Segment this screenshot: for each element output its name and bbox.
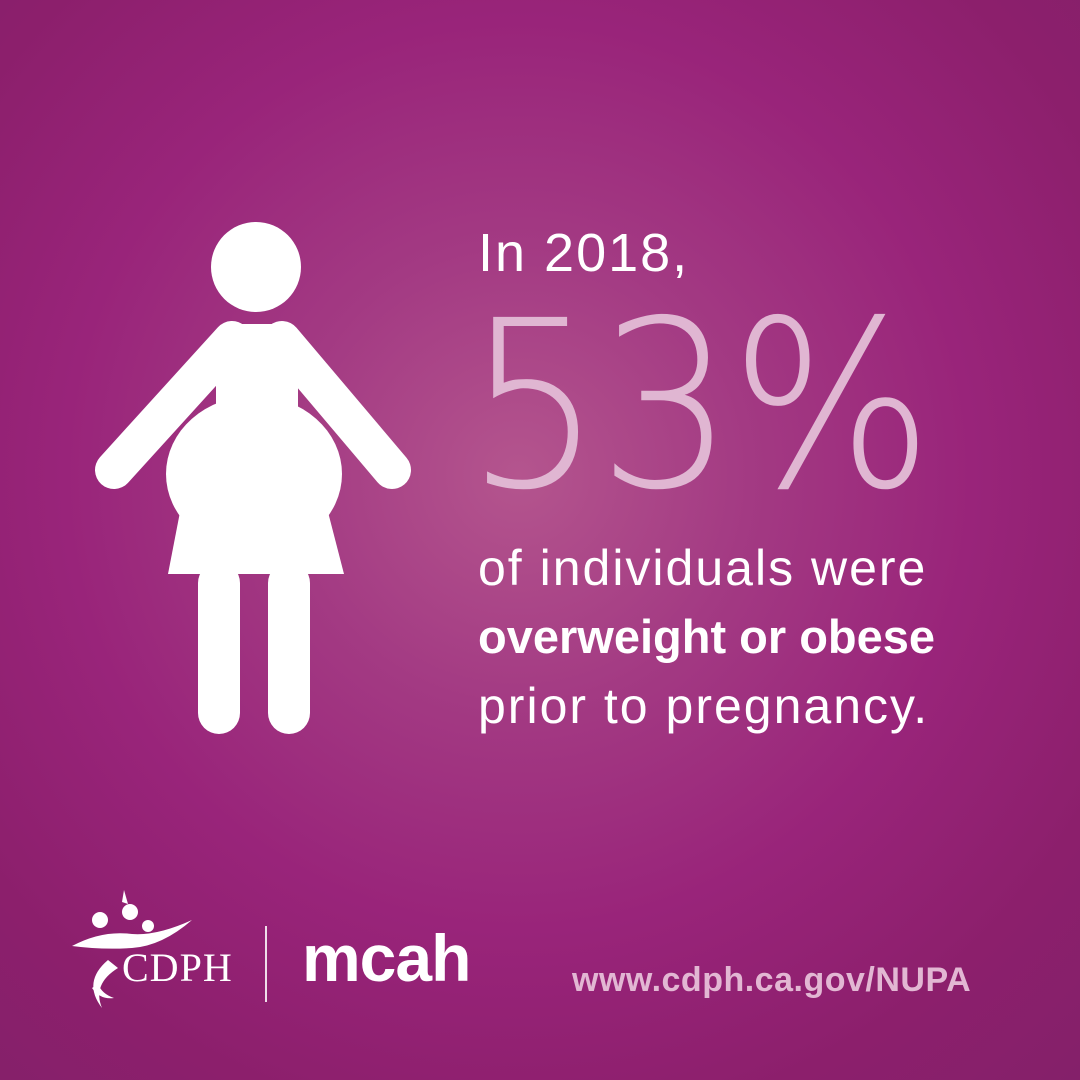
description-line-1: of individuals were [478,540,928,596]
intro-text: In 2018, [478,223,690,283]
stat-percentage: 53% [466,271,933,541]
cdph-logo [62,890,237,1020]
description-line-3: prior to pregnancy. [478,678,930,734]
footer: CDPH mcah www.cdph.ca.gov/NUPA [0,880,1080,1020]
pregnant-person-icon [95,222,411,734]
cdph-logo-icon [72,890,192,1008]
website-url[interactable]: www.cdph.ca.gov/NUPA [572,961,972,999]
mcah-logo-text: mcah [302,921,471,995]
footer-divider [265,926,267,1002]
cdph-logo-text: CDPH [122,945,233,990]
description-line-2-bold: overweight or obese [478,610,936,663]
